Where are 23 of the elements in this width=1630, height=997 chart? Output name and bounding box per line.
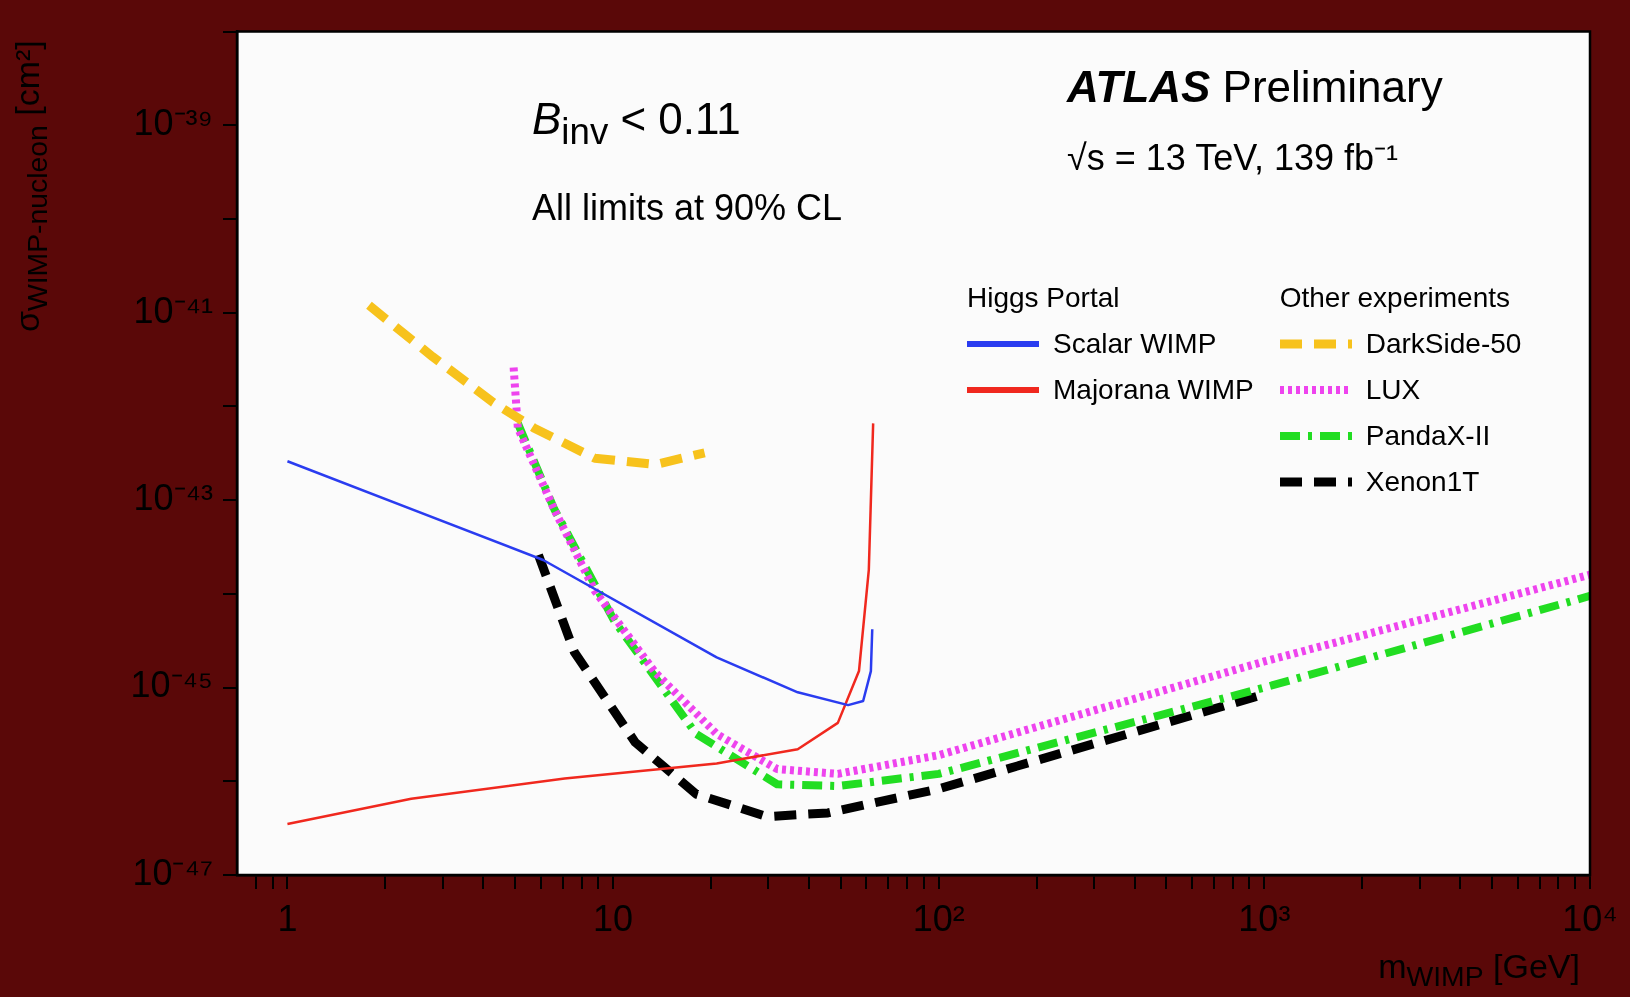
annotation: Higgs Portal — [967, 281, 1121, 314]
y-tick-label: 10⁻⁴³ — [133, 477, 214, 519]
x-axis-title: m$_{WIMP}$ [GeV] — [1378, 947, 1580, 993]
y-tick-label: 10⁻⁴¹ — [133, 289, 214, 331]
legend-label: LUX — [1365, 373, 1421, 406]
x-tick-label: 10⁴ — [1562, 897, 1618, 939]
x-tick-label: 10² — [912, 897, 965, 939]
y-tick-label: 10⁻⁴⁵ — [130, 664, 213, 706]
y-tick-label: 10⁻³⁹ — [133, 102, 213, 144]
x-tick-label: 1 — [277, 897, 298, 939]
legend-label: Majorana WIMP — [1053, 373, 1254, 406]
x-tick-label: 10³ — [1238, 897, 1291, 939]
y-tick-label: 10⁻⁴⁷ — [132, 851, 213, 893]
legend-label: Xenon1T — [1365, 465, 1480, 498]
annotation: ATLAS Preliminary — [1067, 61, 1443, 112]
annotation: √s = 13 TeV, 139 fb⁻¹ — [1067, 135, 1398, 180]
legend-label: PandaX-II — [1365, 419, 1491, 452]
legend-label: Scalar WIMP — [1053, 327, 1217, 360]
x-tick-label: 10 — [593, 897, 634, 939]
legend-label: DarkSide-50 — [1365, 327, 1522, 360]
annotation: Other experiments — [1279, 281, 1512, 314]
annotation: All limits at 90% CL — [532, 186, 843, 229]
annotation: B$_{inv}$ < 0.11 — [532, 93, 741, 153]
